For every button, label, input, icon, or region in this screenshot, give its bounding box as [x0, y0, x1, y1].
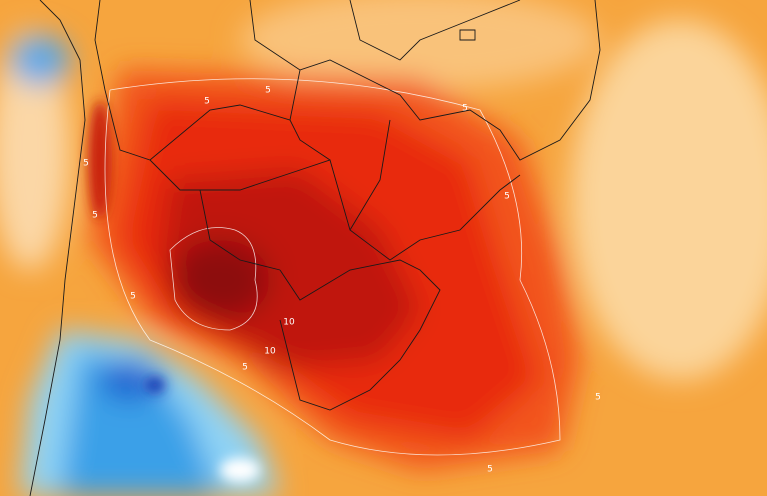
contour-label: 5	[487, 465, 493, 475]
contour-label: 5	[242, 363, 248, 373]
contour-label: 5	[204, 97, 210, 107]
contour-labels: 5 5 5 5 5 5 5 5 5 5 10 10	[83, 86, 601, 475]
contour-label: 10	[264, 347, 276, 357]
contour-label: 5	[83, 159, 89, 169]
borders	[29, 0, 601, 496]
contour-label: 10	[283, 318, 295, 328]
contour-label: 5	[92, 211, 98, 221]
contour-label: 5	[130, 292, 136, 302]
contour-label: 5	[462, 104, 468, 114]
contour-label: 5	[595, 393, 601, 403]
contours	[104, 78, 561, 456]
contour-label: 5	[504, 192, 510, 202]
contour-label: 5	[265, 86, 271, 96]
